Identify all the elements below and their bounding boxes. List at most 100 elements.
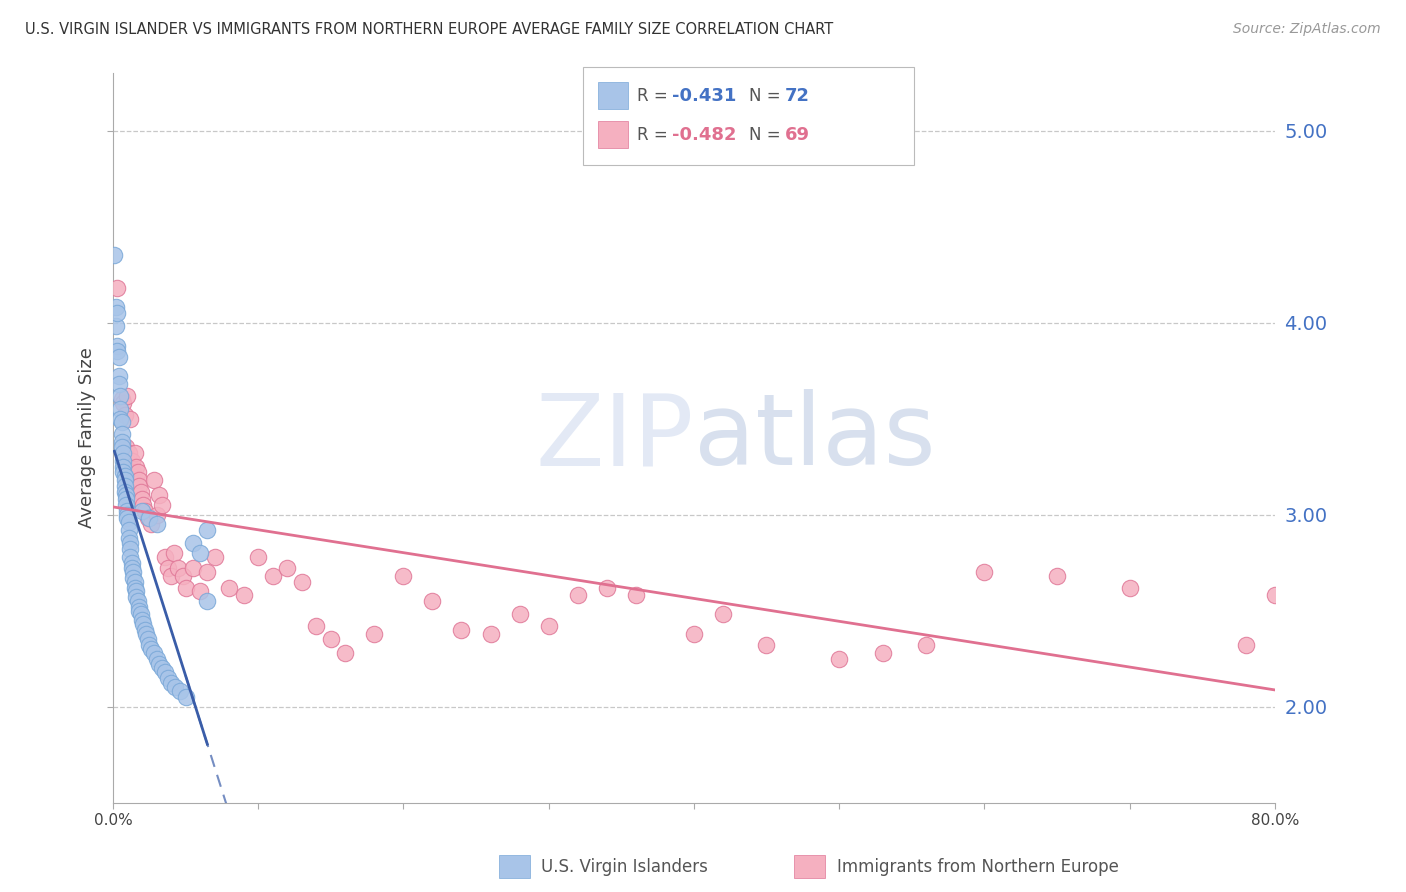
Point (131, 613, 153, 627)
Point (1264, 588, 1286, 602)
Point (537, 619, 560, 633)
Point (755, 638, 778, 652)
Text: atlas: atlas (693, 389, 935, 486)
Point (142, 646, 165, 660)
Point (136, 632, 159, 647)
Point (363, 626, 385, 640)
Point (1046, 569, 1069, 583)
Point (132, 498, 155, 512)
Point (127, 594, 149, 608)
Point (169, 684, 191, 698)
Point (115, 488, 138, 502)
Point (509, 607, 531, 622)
Point (111, 434, 134, 449)
Point (107, 376, 129, 391)
Point (145, 508, 167, 522)
Point (232, 588, 254, 602)
Point (118, 515, 141, 529)
Y-axis label: Average Family Size: Average Family Size (79, 347, 96, 528)
Point (117, 511, 139, 525)
Point (128, 603, 150, 617)
Point (392, 569, 415, 583)
Text: U.S. VIRGIN ISLANDER VS IMMIGRANTS FROM NORTHERN EUROPE AVERAGE FAMILY SIZE CORR: U.S. VIRGIN ISLANDER VS IMMIGRANTS FROM … (25, 22, 834, 37)
Point (195, 594, 218, 608)
Point (108, 388, 131, 402)
Point (114, 469, 136, 483)
Point (915, 638, 938, 652)
Point (112, 446, 135, 460)
Point (120, 542, 142, 557)
Point (117, 504, 139, 518)
Point (120, 536, 142, 550)
Point (711, 607, 734, 622)
Point (148, 488, 170, 502)
Point (112, 454, 135, 468)
Point (157, 671, 180, 685)
Point (124, 446, 146, 460)
Text: 69: 69 (785, 126, 810, 144)
Point (1118, 581, 1140, 595)
Point (105, 344, 128, 359)
Point (115, 498, 138, 512)
Point (276, 561, 298, 575)
Point (128, 473, 150, 487)
Text: R =: R = (637, 87, 673, 104)
Point (150, 661, 173, 675)
Point (218, 581, 240, 595)
Point (148, 657, 170, 672)
Point (125, 459, 148, 474)
Point (121, 556, 143, 570)
Point (305, 619, 328, 633)
Point (117, 508, 139, 522)
Point (135, 626, 157, 640)
Point (117, 454, 139, 468)
Point (112, 465, 135, 479)
Point (131, 504, 153, 518)
Point (479, 626, 502, 640)
Point (167, 561, 190, 575)
Point (174, 690, 197, 704)
Point (596, 581, 619, 595)
Point (112, 459, 135, 474)
Text: N =: N = (749, 126, 786, 144)
Point (195, 565, 218, 579)
Point (125, 590, 148, 604)
Point (165, 681, 187, 695)
Point (120, 411, 142, 425)
Point (107, 369, 129, 384)
Point (262, 569, 284, 583)
Point (134, 623, 156, 637)
Point (145, 651, 167, 665)
Point (291, 574, 314, 589)
Point (125, 584, 148, 599)
Point (172, 569, 194, 583)
Point (122, 565, 145, 579)
Point (128, 599, 150, 614)
Point (120, 459, 142, 474)
Text: -0.482: -0.482 (672, 126, 737, 144)
Point (195, 523, 218, 537)
Point (682, 626, 704, 640)
Point (117, 388, 139, 402)
Point (247, 549, 270, 564)
Point (121, 561, 143, 575)
Point (181, 536, 204, 550)
Point (155, 665, 177, 679)
Text: ZIP: ZIP (536, 389, 693, 486)
Point (124, 473, 146, 487)
Point (124, 581, 146, 595)
Point (138, 511, 160, 525)
Point (828, 651, 851, 665)
Point (157, 561, 180, 575)
Point (1234, 638, 1257, 652)
Point (145, 517, 167, 532)
Point (150, 498, 173, 512)
Text: R =: R = (637, 126, 673, 144)
Point (115, 441, 138, 455)
Point (107, 350, 129, 364)
Point (142, 473, 165, 487)
Point (111, 416, 134, 430)
Point (163, 546, 186, 560)
Point (160, 676, 183, 690)
Point (111, 392, 134, 407)
